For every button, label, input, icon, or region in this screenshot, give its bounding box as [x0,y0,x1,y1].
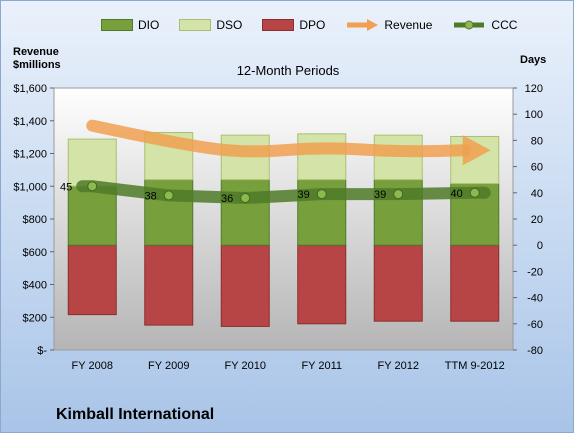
left-axis-tick-label: $1,400 [13,116,47,128]
ccc-point [87,181,98,192]
legend-swatch-ccc [454,20,485,30]
left-axis-tick-label: $- [37,345,47,357]
right-axis-tick-label: -60 [527,319,543,331]
legend-label-ccc: CCC [491,18,518,32]
ccc-line [76,180,491,205]
right-axis-tick-label: 80 [531,135,543,147]
revenue-arrowhead [462,135,491,166]
ccc-data-label: 39 [298,189,310,201]
right-axis-tick-label: 60 [531,162,543,174]
right-axis-tick-label: -20 [527,266,543,278]
revenue-line [86,119,471,158]
dpo-bar [220,244,270,327]
legend-item-dso: DSO [179,18,242,32]
left-axis-tick-label: $800 [23,214,47,226]
legend-item-dpo: DPO [262,18,325,32]
ccc-point [393,189,404,200]
right-axis-tick-label: -80 [527,345,543,357]
legend-label-dpo: DPO [299,18,326,32]
left-axis-tick-label: $1,000 [13,181,47,193]
x-axis-tick-label: FY 2010 [225,360,266,372]
legend-label-revenue: Revenue [384,18,433,32]
ccc-data-label: 45 [60,181,72,193]
right-axis-tick-label: 120 [525,83,543,95]
right-axis-tick-label: 100 [525,109,543,121]
x-axis-tick-label: FY 2009 [148,360,189,372]
left-axis-tick-label: $600 [23,247,47,259]
dso-bar [297,133,347,181]
dio-bar [67,185,117,246]
dpo-bar [144,244,194,326]
ccc-point [316,189,327,200]
right-axis-tick-label: -40 [527,293,543,305]
right-axis-tick-label: 20 [531,214,543,226]
left-axis-tick-label: $200 [23,312,47,324]
ccc-data-label: 38 [145,190,157,202]
right-axis-title: Days [520,54,547,66]
left-axis-tick-label: $1,200 [13,149,47,161]
legend-item-ccc: CCC [452,18,517,32]
dpo-bar [297,244,347,325]
left-axis-title-line1: Revenue [13,46,59,58]
dso-bar [450,135,500,185]
left-axis-tick-label: $400 [23,280,47,292]
dpo-bar [450,244,500,322]
x-axis-tick-label: TTM 9-2012 [445,360,505,372]
legend-item-revenue: Revenue [345,18,432,32]
x-axis-tick-label: FY 2011 [301,360,342,372]
left-axis-tick-label: $1,600 [13,83,47,95]
dpo-bar [67,244,117,316]
dso-bar [67,138,117,187]
ccc-point [163,190,174,201]
ccc-point [240,193,251,204]
left-axis-title: Revenue $millions [13,46,61,72]
right-axis-tick-label: 0 [537,240,543,252]
legend-swatch-dio [101,19,133,31]
legend-swatch-dpo [262,19,295,31]
company-title: Kimball International [56,406,215,423]
dio-bar [220,179,270,246]
legend-label-dio: DIO [138,18,160,32]
ccc-data-label: 39 [374,189,386,201]
dso-bar [373,134,423,181]
legend-label-dso: DSO [216,18,243,32]
x-axis-tick-label: FY 2012 [378,360,419,372]
chart-legend: DIO DSO DPO Revenue CCC [101,15,537,35]
chart-subtitle: 12-Month Periods [236,63,340,78]
dpo-bar [373,244,423,322]
right-axis-tick-label: 40 [531,188,543,200]
legend-item-dio: DIO [101,18,159,32]
ccc-data-label: 40 [451,188,463,200]
x-axis-tick-label: FY 2008 [72,360,113,372]
dso-bar [220,134,270,181]
ccc-point [469,187,480,198]
legend-swatch-dso [179,19,212,31]
ccc-data-label: 36 [221,193,233,205]
legend-swatch-revenue [347,19,379,31]
left-axis-title-line2: $millions [13,59,61,71]
